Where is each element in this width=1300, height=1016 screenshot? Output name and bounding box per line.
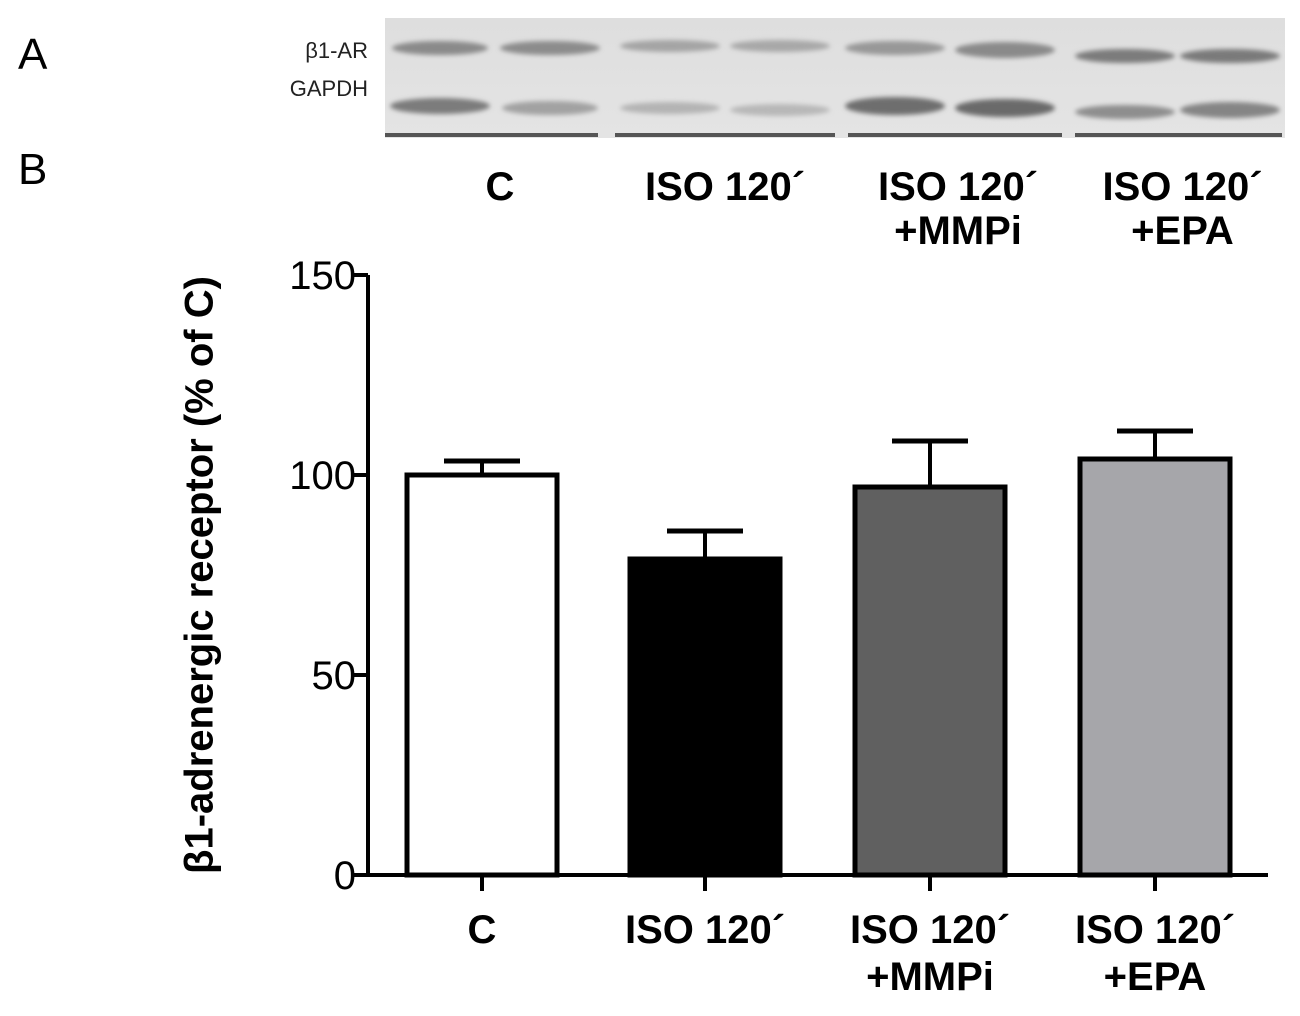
- blot-group-label-iso: ISO 120´: [644, 165, 806, 209]
- blot-row-label-beta1-ar: β1-AR: [305, 38, 368, 63]
- x-tick-label: ISO 120´: [1075, 908, 1235, 952]
- blot-row-label-gapdh: GAPDH: [289, 76, 368, 101]
- x-tick-label-line2: +EPA: [1104, 955, 1207, 999]
- panel-label-b: B: [18, 145, 48, 194]
- y-tick-label: 50: [312, 654, 357, 698]
- x-tick-label: ISO 120´: [625, 908, 785, 952]
- blot-group-underlines: [385, 133, 1282, 137]
- bar: [1077, 456, 1233, 878]
- x-tick-label-line2: +MMPi: [866, 955, 994, 999]
- blot-group-label-c: C: [485, 165, 515, 209]
- x-tick-label: C: [468, 908, 497, 952]
- blot-group-label-iso-mmpi: ISO 120´ +MMPi: [877, 165, 1039, 253]
- bar: [852, 484, 1008, 878]
- bar: [627, 556, 783, 878]
- blot-group-label-iso-epa: ISO 120´ +EPA: [1102, 165, 1263, 253]
- blot-image: [385, 18, 1285, 138]
- y-tick-label: 150: [289, 254, 356, 298]
- y-tick-label: 100: [289, 454, 356, 498]
- panel-label-a: A: [18, 30, 48, 79]
- y-tick-label: 0: [334, 854, 356, 898]
- x-tick-label: ISO 120´: [850, 908, 1010, 952]
- bar: [404, 472, 560, 878]
